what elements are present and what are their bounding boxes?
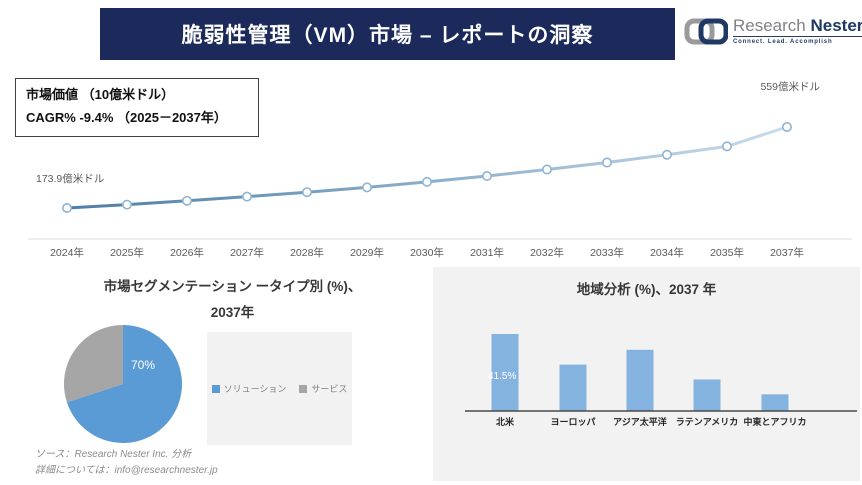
page-title-text: 脆弱性管理（VM）市場 – レポートの洞察 bbox=[181, 24, 594, 47]
regional-bar-chart: 北米 ヨーロッパ アジア太平洋 ラテンアメリカ 中東とアフリカ 41.5% bbox=[465, 334, 857, 427]
data-point-marker bbox=[242, 191, 253, 202]
data-point-marker bbox=[301, 187, 312, 198]
pie-slice-solution bbox=[66, 325, 183, 443]
data-point-marker bbox=[481, 171, 492, 182]
data-point-marker bbox=[601, 157, 612, 168]
bar-中東とアフリカ bbox=[761, 394, 789, 411]
segmentation-pie-chart: 70% bbox=[64, 325, 183, 443]
bar-category-label: アジア太平洋 bbox=[613, 416, 667, 427]
regional-chart-title: 地域分析 (%)、2037 年 bbox=[576, 282, 717, 297]
end-value-annotation: 559億米ドル bbox=[760, 80, 820, 93]
source-note: ソース：Research Nester Inc. 分析 詳細については：info… bbox=[35, 447, 218, 478]
x-tick-label: 2025年 bbox=[110, 246, 144, 259]
pie-slice-service bbox=[64, 325, 123, 403]
data-point-marker bbox=[661, 149, 672, 160]
x-tick-label: 2033年 bbox=[590, 246, 624, 259]
bar-category-label: ヨーロッパ bbox=[550, 416, 595, 427]
x-tick-label: 2024年 bbox=[50, 246, 84, 259]
research-nester-logo: Research Nester Connect. Lead. Accomplis… bbox=[684, 14, 862, 48]
x-tick-label: 2037年 bbox=[770, 246, 804, 259]
market-value-line bbox=[65, 125, 789, 210]
market-value-line-chart: 2024年 2025年 2026年 2027年 2028年 2029年 2030年 2031年… bbox=[28, 80, 852, 259]
data-point-marker bbox=[61, 203, 72, 214]
x-tick-label: 2026年 bbox=[170, 246, 204, 259]
x-tick-label: 2031年 bbox=[470, 246, 504, 259]
x-tick-label: 2032年 bbox=[530, 246, 564, 259]
legend-item-service: サービス bbox=[299, 382, 347, 395]
pie-legend: ソリューション サービス bbox=[207, 332, 352, 445]
data-point-marker bbox=[721, 141, 732, 152]
bar-ヨーロッパ bbox=[559, 364, 587, 411]
service-swatch-icon bbox=[299, 384, 308, 393]
bar-category-label: 中東とアフリカ bbox=[743, 416, 806, 427]
data-point-marker bbox=[182, 195, 193, 206]
bar-ラテンアメリカ bbox=[693, 379, 721, 411]
logo-tagline: Connect. Lead. Accomplish bbox=[733, 36, 862, 45]
contact-line: 詳細については：info@researchnester.jp bbox=[35, 464, 218, 476]
page-title: 脆弱性管理（VM）市場 – レポートの洞察 bbox=[100, 8, 675, 60]
x-tick-label: 2035年 bbox=[710, 246, 744, 259]
market-value-box: 市場価値 （10億米ドル） CAGR% -9.4% （2025－2037年） bbox=[15, 78, 259, 137]
pie-data-label: 70% bbox=[131, 358, 155, 372]
data-point-marker bbox=[421, 176, 432, 187]
cagr-label: CAGR% -9.4% （2025－2037年） bbox=[26, 110, 227, 126]
bar-data-label: 41.5% bbox=[488, 371, 516, 382]
logo-text: Research Nester Connect. Lead. Accomplis… bbox=[733, 17, 862, 45]
logo-wordmark: Research Nester bbox=[733, 16, 862, 35]
bar-category-label: ラテンアメリカ bbox=[676, 417, 739, 427]
segmentation-chart-title: 市場セグメンテーション ータイプ別 (%)、 2037年 bbox=[103, 279, 362, 321]
data-point-marker bbox=[781, 121, 792, 132]
regional-analysis-panel: 地域分析 (%)、2037 年 北米 ヨーロッパ アジア太平洋 ラテンアメリカ 中東とア… bbox=[433, 267, 860, 481]
data-point-marker bbox=[361, 182, 372, 193]
chain-link-logo-icon bbox=[684, 18, 728, 45]
legend-item-solution: ソリューション bbox=[211, 382, 287, 395]
bar-北米 bbox=[491, 334, 519, 411]
market-value-label: 市場価値 （10億米ドル） bbox=[26, 87, 175, 102]
x-tick-label: 2029年 bbox=[350, 246, 384, 259]
solution-swatch-icon bbox=[211, 384, 220, 393]
legend-label-solution: ソリューション bbox=[223, 384, 287, 394]
x-tick-label: 2027年 bbox=[230, 246, 264, 259]
source-line: ソース：Research Nester Inc. 分析 bbox=[35, 449, 192, 460]
data-point-marker bbox=[541, 164, 552, 175]
bar-category-label: 北米 bbox=[496, 416, 515, 427]
x-tick-label: 2030年 bbox=[410, 246, 444, 259]
data-point-marker bbox=[122, 199, 133, 210]
bar-アジア太平洋 bbox=[626, 349, 654, 411]
legend-label-service: サービス bbox=[311, 384, 348, 394]
start-value-annotation: 173.9億米ドル bbox=[36, 172, 104, 185]
x-tick-label: 2034年 bbox=[650, 246, 684, 259]
x-tick-label: 2028年 bbox=[290, 246, 324, 259]
